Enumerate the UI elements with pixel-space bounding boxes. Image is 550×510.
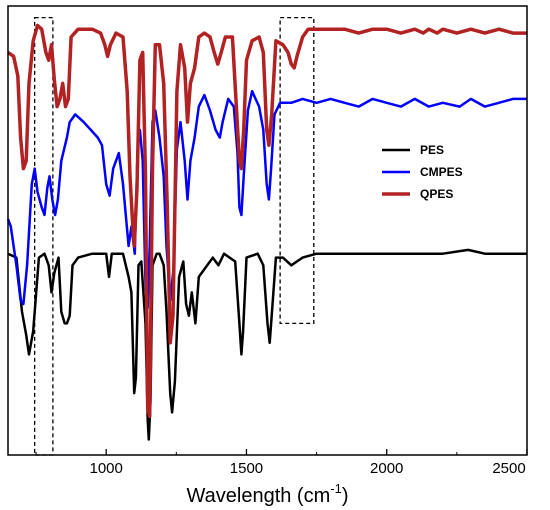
x-axis-label-superscript: -1 bbox=[330, 481, 342, 496]
x-tick-label-2500: 2500 bbox=[492, 460, 525, 477]
highlight-box-2 bbox=[279, 16, 315, 325]
x-axis-label-main: Wavelength (cm bbox=[187, 485, 331, 507]
x-axis-label-suffix: ) bbox=[342, 485, 349, 507]
legend-label-pes: PES bbox=[420, 143, 444, 157]
legend-label-cmpes: CMPES bbox=[420, 165, 463, 179]
x-tick-label-1000: 1000 bbox=[90, 460, 123, 477]
x-axis-ticks: 1000 1500 2000 2500 bbox=[35, 449, 528, 477]
series-lines bbox=[6, 23, 527, 441]
series-line-qpes bbox=[6, 23, 527, 419]
plot-frame bbox=[7, 5, 528, 456]
highlight-box-1 bbox=[34, 16, 54, 456]
x-tick-label-2000: 2000 bbox=[370, 460, 403, 477]
legend: PES CMPES QPES bbox=[382, 143, 463, 201]
x-tick-label-1500: 1500 bbox=[230, 460, 263, 477]
series-line-pes bbox=[7, 248, 527, 441]
x-axis-label: Wavelength (cm-1) bbox=[187, 481, 349, 507]
legend-label-qpes: QPES bbox=[420, 187, 453, 201]
